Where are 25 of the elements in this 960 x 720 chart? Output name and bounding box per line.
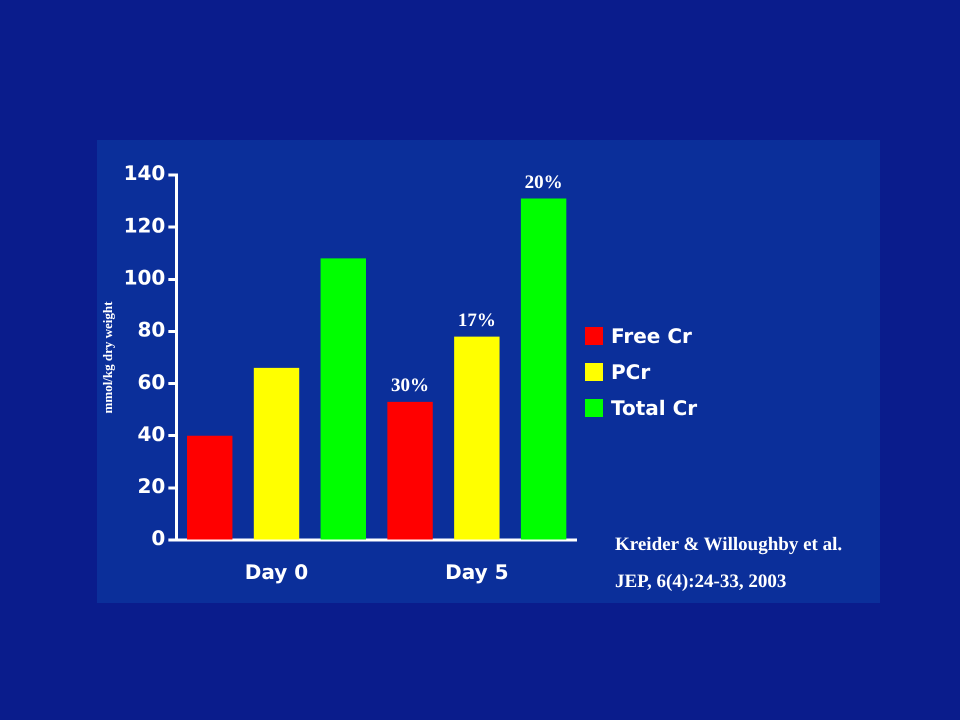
y-tick-label: 120: [124, 213, 166, 238]
y-tick-label: 100: [124, 265, 166, 290]
bar: [254, 368, 300, 540]
y-tick-label: 140: [124, 161, 166, 186]
legend-label: Free Cr: [611, 324, 692, 348]
y-tick-label: 20: [138, 474, 166, 498]
annotation: 17%: [458, 310, 496, 332]
x-tick-label: Day 5: [445, 560, 509, 584]
y-tick-label: 40: [138, 422, 166, 446]
bar: [320, 258, 366, 540]
y-tick-label: 60: [138, 370, 166, 394]
x-tick-label: Day 0: [244, 560, 308, 584]
y-axis-title: mmol/kg dry weight: [100, 300, 116, 414]
annotation: 30%: [391, 375, 430, 396]
bar: [187, 436, 232, 540]
legend-label: Total Cr: [611, 396, 698, 420]
bar: [387, 402, 433, 540]
text: Kreider & Willoughby et al.: [615, 533, 842, 557]
y-tick-label: 0: [151, 526, 166, 550]
bar: [520, 198, 566, 540]
y-tick-label: 80: [138, 318, 166, 342]
annotation: 20%: [524, 172, 563, 193]
bar: [454, 336, 500, 540]
text: JEP, 6(4):24-33, 2003: [615, 570, 788, 594]
legend-label: PCr: [611, 360, 650, 384]
